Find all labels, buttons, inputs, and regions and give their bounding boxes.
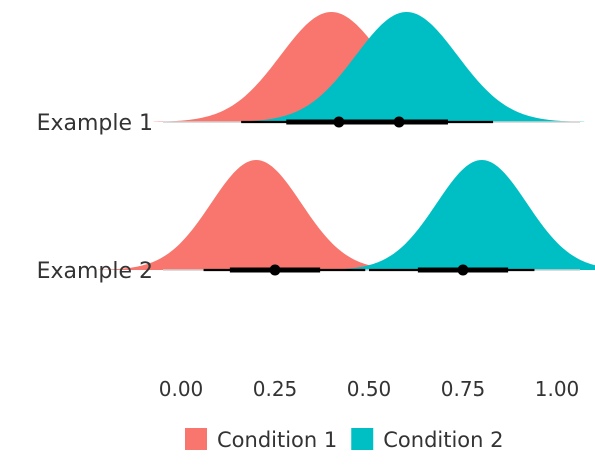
point-condition-1-example-2 (269, 264, 281, 276)
legend-swatch-condition-2 (351, 428, 374, 450)
x-tick-label: 0.25 (253, 377, 298, 401)
density-layer (98, 12, 595, 270)
density-condition-1-example-1 (153, 12, 510, 122)
density-condition-2-example-1 (228, 12, 585, 122)
legend: Condition 1 Condition 2 (185, 428, 504, 452)
row-label-example-2: Example 2 (37, 259, 153, 284)
legend-label-condition-1: Condition 1 (217, 428, 337, 452)
legend-label-condition-2: Condition 2 (383, 428, 503, 452)
row-label-layer: Example 1 Example 2 (37, 111, 153, 284)
x-axis: 0.00 0.25 0.50 0.75 1.00 (159, 377, 580, 401)
x-tick-label: 0.00 (159, 377, 204, 401)
point-condition-2-example-1 (393, 116, 405, 128)
density-condition-2-example-2 (323, 160, 595, 270)
x-tick-label: 1.00 (535, 377, 580, 401)
x-tick-label: 0.50 (347, 377, 392, 401)
interval-layer (203, 116, 535, 276)
density-condition-1-example-2 (98, 160, 415, 270)
row-label-example-1: Example 1 (37, 111, 153, 136)
legend-swatch-condition-1 (185, 428, 207, 450)
point-condition-2-example-2 (457, 264, 469, 276)
x-tick-label: 0.75 (441, 377, 486, 401)
